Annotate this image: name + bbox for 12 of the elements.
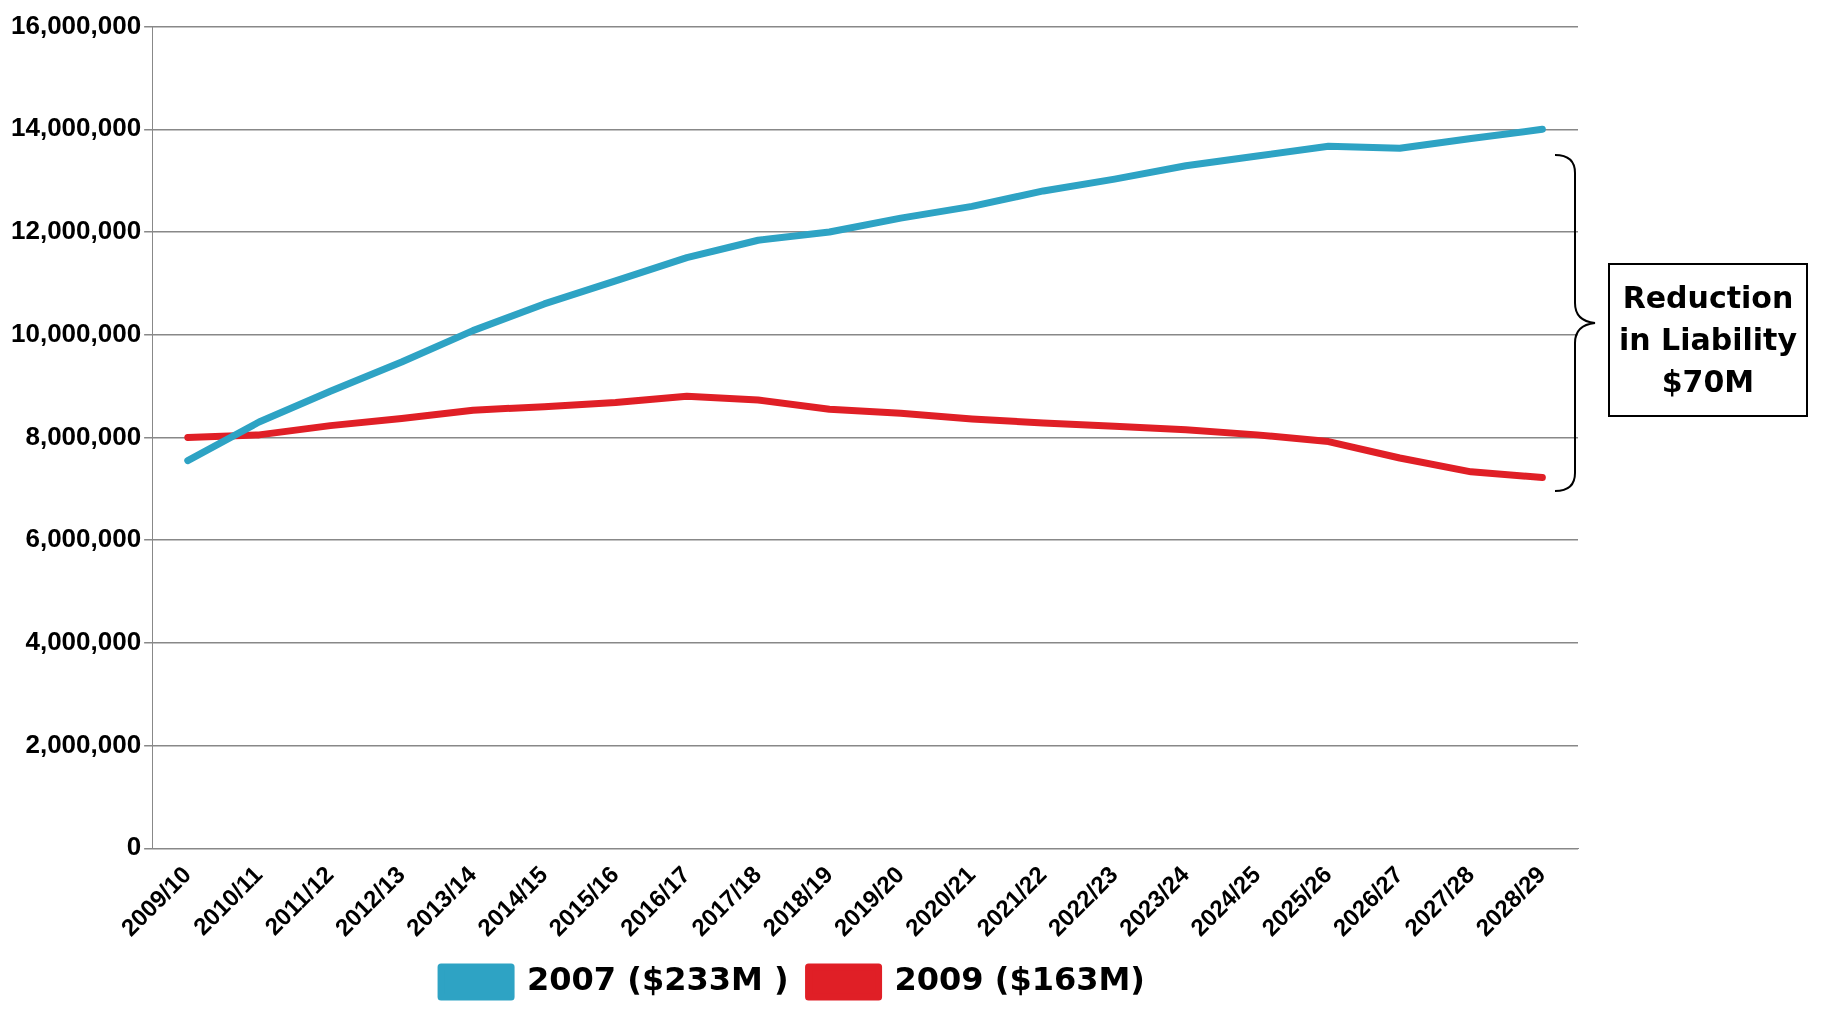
y-tick-label: 4,000,000 — [25, 626, 142, 657]
y-tick-label: 14,000,000 — [10, 112, 142, 143]
y-tick-label: 16,000,000 — [10, 9, 142, 40]
y-tick-label: 0 — [126, 831, 142, 862]
legend-label: 2009 ($163M) — [894, 960, 1145, 999]
y-tick-label: 2,000,000 — [25, 728, 142, 759]
y-tick-label: 10,000,000 — [10, 317, 142, 348]
text: Reduction in Liability $70M — [1608, 263, 1808, 417]
legend-label: 2007 ($233M ) — [527, 960, 789, 999]
y-tick-label: 8,000,000 — [25, 420, 142, 451]
y-tick-label: 6,000,000 — [25, 523, 142, 554]
y-tick-label: 12,000,000 — [10, 215, 142, 246]
